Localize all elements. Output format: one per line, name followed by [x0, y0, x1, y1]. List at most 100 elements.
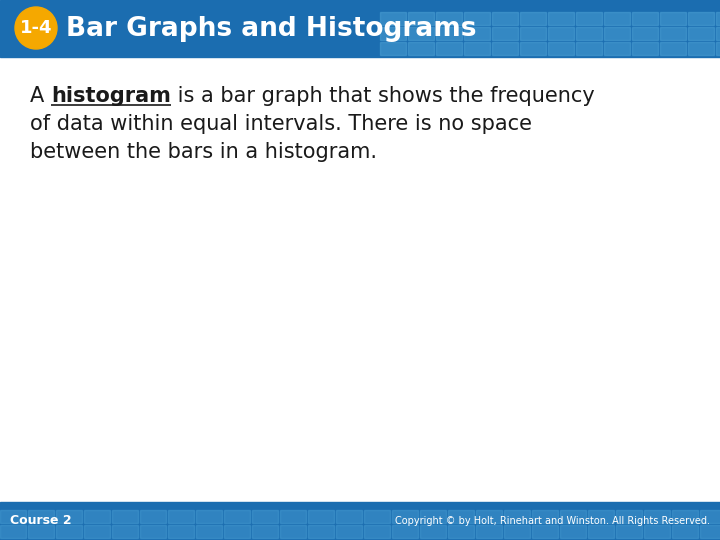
Bar [604, 12, 630, 25]
Bar [688, 12, 714, 25]
Bar [560, 510, 586, 523]
Bar [548, 42, 574, 55]
Bar [196, 510, 222, 523]
Bar [700, 525, 720, 538]
Bar [532, 525, 558, 538]
Bar [588, 525, 614, 538]
Bar [112, 525, 138, 538]
Text: 1-4: 1-4 [19, 19, 53, 37]
Bar [604, 27, 630, 40]
Bar [716, 27, 720, 40]
Bar [420, 510, 446, 523]
Bar [168, 510, 194, 523]
Bar [672, 510, 698, 523]
Bar [168, 525, 194, 538]
Bar [716, 42, 720, 55]
Bar [520, 27, 546, 40]
Bar [436, 12, 462, 25]
Bar [28, 510, 54, 523]
Bar [660, 42, 686, 55]
Bar [280, 525, 306, 538]
Bar [520, 42, 546, 55]
Bar [364, 525, 390, 538]
Bar [84, 525, 110, 538]
Bar [0, 502, 720, 540]
Bar [280, 510, 306, 523]
Bar [408, 27, 434, 40]
Bar [476, 525, 502, 538]
Text: Copyright © by Holt, Rinehart and Winston. All Rights Reserved.: Copyright © by Holt, Rinehart and Winsto… [395, 516, 710, 526]
Bar [604, 42, 630, 55]
Bar [140, 510, 166, 523]
Bar [380, 12, 406, 25]
Bar [84, 510, 110, 523]
Bar [532, 510, 558, 523]
Bar [504, 510, 530, 523]
Bar [700, 510, 720, 523]
Bar [448, 525, 474, 538]
Bar [380, 42, 406, 55]
Bar [56, 510, 82, 523]
Bar [560, 525, 586, 538]
Bar [436, 42, 462, 55]
Bar [364, 510, 390, 523]
Circle shape [15, 7, 57, 49]
Bar [408, 42, 434, 55]
Text: of data within equal intervals. There is no space: of data within equal intervals. There is… [30, 114, 532, 134]
Bar [140, 525, 166, 538]
Text: A: A [30, 86, 51, 106]
Bar [336, 510, 362, 523]
Bar [224, 510, 250, 523]
Bar [392, 525, 418, 538]
Bar [476, 510, 502, 523]
Bar [380, 27, 406, 40]
Bar [644, 525, 670, 538]
Bar [252, 525, 278, 538]
Bar [672, 525, 698, 538]
Bar [716, 12, 720, 25]
Bar [408, 12, 434, 25]
Bar [112, 510, 138, 523]
Bar [660, 12, 686, 25]
Bar [576, 42, 602, 55]
Bar [464, 12, 490, 25]
Bar [632, 27, 658, 40]
Bar [616, 525, 642, 538]
Bar [0, 0, 720, 57]
Bar [616, 510, 642, 523]
Bar [0, 510, 26, 523]
Text: is a bar graph that shows the frequency: is a bar graph that shows the frequency [171, 86, 595, 106]
Bar [492, 12, 518, 25]
Bar [436, 27, 462, 40]
Bar [588, 510, 614, 523]
Bar [308, 525, 334, 538]
Bar [308, 510, 334, 523]
Bar [492, 27, 518, 40]
Bar [644, 510, 670, 523]
Bar [548, 27, 574, 40]
Bar [688, 42, 714, 55]
Bar [196, 525, 222, 538]
Bar [576, 27, 602, 40]
Text: between the bars in a histogram.: between the bars in a histogram. [30, 142, 377, 162]
Bar [504, 525, 530, 538]
Bar [252, 510, 278, 523]
Bar [660, 27, 686, 40]
Bar [688, 27, 714, 40]
Bar [548, 12, 574, 25]
Text: Course 2: Course 2 [10, 515, 71, 528]
Bar [224, 525, 250, 538]
Bar [464, 27, 490, 40]
Bar [632, 42, 658, 55]
Bar [28, 525, 54, 538]
Text: histogram: histogram [51, 86, 171, 106]
Text: Bar Graphs and Histograms: Bar Graphs and Histograms [66, 16, 477, 42]
Bar [492, 42, 518, 55]
Bar [392, 510, 418, 523]
Bar [632, 12, 658, 25]
Bar [336, 525, 362, 538]
Bar [520, 12, 546, 25]
Bar [56, 525, 82, 538]
Bar [464, 42, 490, 55]
Bar [0, 525, 26, 538]
